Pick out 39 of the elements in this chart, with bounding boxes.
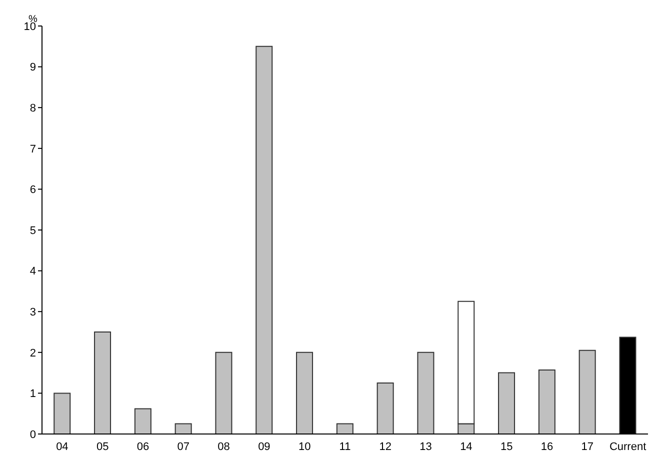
x-tick-label: Current bbox=[609, 440, 646, 453]
bar bbox=[296, 352, 314, 434]
x-tick-label: 05 bbox=[96, 440, 109, 453]
y-tick-label: 5 bbox=[30, 224, 36, 237]
y-tick-label: 7 bbox=[30, 143, 36, 156]
y-tick-label: 3 bbox=[30, 306, 36, 319]
x-tick-label: 15 bbox=[500, 440, 513, 453]
x-tick-label: 08 bbox=[218, 440, 230, 453]
bar bbox=[538, 369, 556, 434]
x-tick-label: 16 bbox=[540, 440, 554, 453]
bar bbox=[94, 332, 112, 434]
x-tick-label: 07 bbox=[177, 440, 190, 453]
bar bbox=[336, 423, 354, 434]
y-tick-label: 1 bbox=[30, 388, 36, 400]
x-tick-label: 14 bbox=[460, 440, 472, 453]
y-tick-label: 8 bbox=[30, 102, 36, 115]
x-tick-label: 09 bbox=[258, 440, 270, 453]
x-tick-label: 10 bbox=[298, 440, 311, 453]
bar bbox=[54, 392, 71, 434]
x-tick-label: 12 bbox=[379, 440, 392, 453]
x-tick-label: 06 bbox=[136, 440, 150, 453]
y-tick-label: 2 bbox=[30, 347, 36, 360]
y-tick-label: 9 bbox=[30, 62, 36, 74]
bar bbox=[134, 408, 152, 434]
y-tick-label: 0 bbox=[30, 428, 36, 441]
x-tick-label: 13 bbox=[420, 440, 432, 453]
x-tick-label: 17 bbox=[581, 440, 594, 453]
x-tick-label: 11 bbox=[339, 440, 351, 453]
bar bbox=[376, 382, 394, 434]
y-tick-label: 4 bbox=[30, 266, 36, 278]
x-tick-label: 04 bbox=[56, 440, 68, 453]
bar bbox=[578, 350, 596, 434]
bar bbox=[417, 352, 434, 434]
bar bbox=[215, 352, 232, 434]
y-tick-label: 10 bbox=[24, 20, 36, 33]
y-tick-label: 6 bbox=[30, 184, 36, 196]
bar bbox=[174, 423, 192, 434]
bar bbox=[498, 372, 516, 434]
bar bbox=[256, 46, 273, 434]
